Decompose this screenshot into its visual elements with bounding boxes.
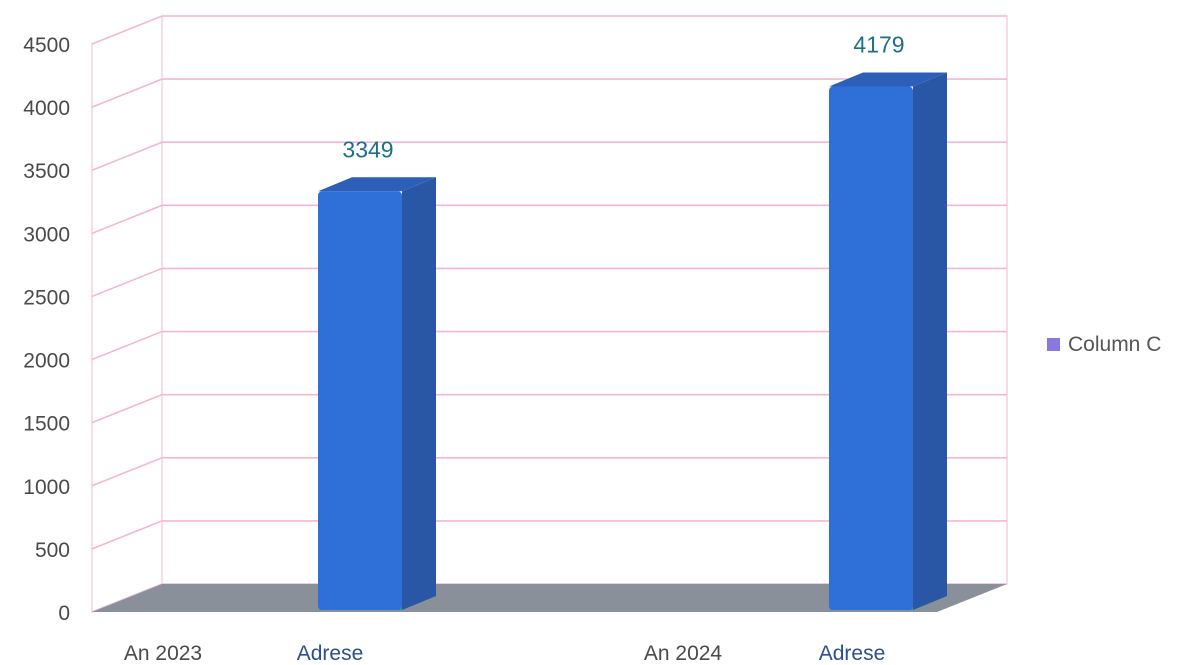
y-tick-label: 2500 — [23, 286, 70, 309]
x-category-label: An 2023 — [124, 642, 202, 665]
gridline — [91, 330, 1007, 361]
bar — [318, 177, 436, 610]
y-tick-label: 4500 — [23, 34, 70, 57]
y-tick-label: 500 — [35, 539, 70, 562]
side-wall — [91, 15, 163, 613]
x-category-label: Adrese — [819, 642, 886, 665]
gridlines — [91, 15, 1007, 613]
legend: Column C — [1047, 333, 1161, 356]
x-category-label: An 2024 — [644, 642, 723, 665]
gridline — [91, 141, 1007, 171]
bar-top — [318, 177, 436, 192]
data-label: 4179 — [853, 32, 904, 58]
gridline — [91, 520, 1007, 550]
legend-entry-column-c: Column C — [1068, 333, 1161, 356]
y-tick-label: 1000 — [23, 476, 70, 499]
bar — [829, 72, 947, 610]
bar-top — [829, 72, 947, 87]
gridline — [91, 393, 1007, 424]
data-label: 3349 — [342, 136, 393, 162]
bars — [318, 72, 947, 610]
gridline — [91, 78, 1007, 108]
y-tick-label: 3500 — [23, 160, 70, 183]
x-axis-categories: An 2023 Adrese An 2024 Adrese — [124, 642, 885, 665]
y-tick-label: 0 — [58, 602, 70, 625]
x-category-label: Adrese — [297, 642, 364, 665]
gridline — [91, 456, 1007, 487]
bar-front — [318, 191, 402, 610]
y-tick-label: 4000 — [23, 97, 70, 120]
gridline — [91, 267, 1007, 298]
y-tick-label: 1500 — [23, 413, 70, 436]
data-labels: 3349 4179 — [342, 32, 904, 163]
y-tick-label: 3000 — [23, 223, 70, 246]
y-tick-label: 2000 — [23, 350, 70, 373]
gridline — [91, 204, 1007, 235]
gridline — [91, 15, 1007, 45]
legend-swatch — [1047, 338, 1060, 351]
bar-side — [402, 177, 436, 610]
bar-front — [829, 86, 913, 610]
bar-side — [913, 72, 947, 610]
y-axis-ticks: 0 500 1000 1500 2000 2500 3000 3500 4000 4500 — [23, 34, 70, 625]
